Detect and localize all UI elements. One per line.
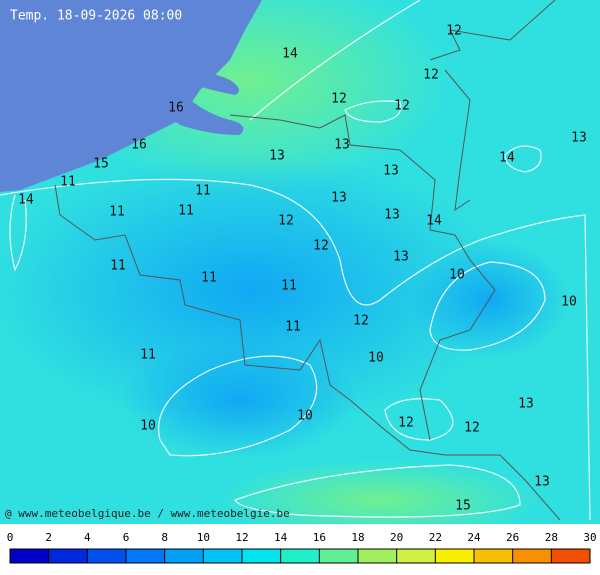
colorbar-segment <box>551 549 590 563</box>
temperature-label: 12 <box>278 214 294 229</box>
contour <box>429 261 546 351</box>
colorbar-tick-label: 4 <box>84 531 91 544</box>
cold-area <box>0 150 510 430</box>
temperature-label: 11 <box>281 279 297 294</box>
colorbar-segment <box>474 549 513 563</box>
temperature-label: 15 <box>93 157 109 172</box>
estuary <box>160 98 244 135</box>
temperature-label: 11 <box>178 204 194 219</box>
warm-area <box>220 460 540 540</box>
colorbar-segment <box>203 549 242 563</box>
colorbar-segment <box>10 549 49 563</box>
colorbar-tick-label: 2 <box>45 531 52 544</box>
temperature-label: 13 <box>571 131 587 146</box>
temperature-label: 12 <box>464 421 480 436</box>
temperature-label: 13 <box>383 164 399 179</box>
colorbar-tick-label: 22 <box>429 531 442 544</box>
contour <box>9 194 27 272</box>
colorbar-segment <box>87 549 126 563</box>
temperature-label: 11 <box>140 348 156 363</box>
temperature-label: 12 <box>423 68 439 83</box>
temperature-label: 12 <box>446 24 462 39</box>
contour <box>0 178 591 521</box>
temperature-label: 12 <box>331 92 347 107</box>
colorbar-tick-label: 16 <box>313 531 326 544</box>
temperature-label: 13 <box>384 208 400 223</box>
map-title: Temp. 18-09-2026 08:00 <box>10 9 182 24</box>
colorbar-tick-label: 12 <box>235 531 248 544</box>
temperature-label: 10 <box>297 409 313 424</box>
colorbar-segment <box>164 549 204 563</box>
temperature-label: 16 <box>131 138 147 153</box>
temperature-label: 11 <box>110 259 126 274</box>
temperature-label: 14 <box>282 47 298 62</box>
border <box>54 184 561 521</box>
temperature-label: 14 <box>18 193 34 208</box>
colorbar-segment <box>280 549 320 563</box>
colorbar-tick-label: 20 <box>390 531 403 544</box>
colorbar-segment <box>358 549 397 563</box>
temperature-label: 13 <box>534 475 550 490</box>
temperature-label: 11 <box>195 184 211 199</box>
temperature-label: 11 <box>60 175 76 190</box>
temperature-label: 10 <box>368 351 384 366</box>
temperature-label: 11 <box>109 205 125 220</box>
temperature-label: 14 <box>499 151 515 166</box>
cold-area <box>410 240 570 360</box>
temperature-label: 10 <box>561 295 577 310</box>
temperature-label: 13 <box>331 191 347 206</box>
contour <box>158 355 318 457</box>
contour <box>234 464 521 518</box>
temperature-label: 16 <box>168 101 184 116</box>
temperature-label: 13 <box>518 397 534 412</box>
border <box>229 114 496 441</box>
temperature-label: 12 <box>398 416 414 431</box>
temperature-label: 12 <box>313 239 329 254</box>
temperature-label: 11 <box>285 320 301 335</box>
colorbar-tick-label: 0 <box>7 531 14 544</box>
contour <box>249 0 421 121</box>
contour <box>344 100 402 123</box>
temperature-label: 15 <box>455 499 471 514</box>
colorbar-segment <box>319 549 358 563</box>
colorbar-tick-label: 24 <box>467 531 481 544</box>
temperature-label: 13 <box>334 138 350 153</box>
temperature-label: 12 <box>394 99 410 114</box>
sea <box>0 0 262 192</box>
temperature-label: 12 <box>353 314 369 329</box>
temperature-label: 10 <box>140 419 156 434</box>
temperature-label: 11 <box>201 271 217 286</box>
colorbar-segment <box>126 549 165 563</box>
colorbar-segment <box>48 549 88 563</box>
credit: @ www.meteobelgique.be / www.meteobelgie… <box>5 507 290 520</box>
temperature-label: 14 <box>426 214 442 229</box>
colorbar-tick-label: 14 <box>274 531 288 544</box>
colorbar-tick-label: 26 <box>506 531 519 544</box>
colorbar-tick-label: 10 <box>197 531 210 544</box>
colorbar-tick-label: 8 <box>161 531 168 544</box>
colorbar-segment <box>242 549 281 563</box>
colorbar-tick-label: 30 <box>583 531 596 544</box>
temperature-label: 10 <box>449 268 465 283</box>
colorbar-segment <box>512 549 552 563</box>
temperature-label: 13 <box>393 250 409 265</box>
border <box>429 0 556 212</box>
colorbar-tick-label: 18 <box>351 531 364 544</box>
colorbar-segment <box>435 549 474 563</box>
colorbar-tick-label: 6 <box>123 531 130 544</box>
temperature-label: 13 <box>269 149 285 164</box>
contour <box>384 398 454 441</box>
contour <box>504 145 542 173</box>
estuary <box>190 73 239 95</box>
colorbar-segment <box>396 549 436 563</box>
colorbar-tick-label: 28 <box>545 531 558 544</box>
